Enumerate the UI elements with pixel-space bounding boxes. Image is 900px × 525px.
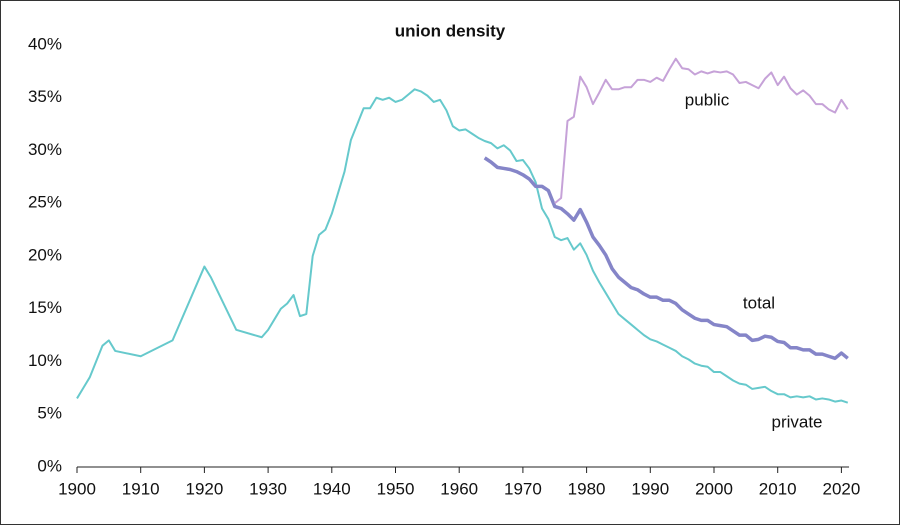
y-tick-label: 10% (28, 351, 62, 370)
series-label: total (743, 293, 775, 312)
y-tick-label: 40% (28, 34, 62, 53)
y-tick-label: 30% (28, 140, 62, 159)
x-tick-label: 1970 (504, 479, 542, 498)
series-label: private (771, 412, 822, 431)
x-tick-label: 1980 (568, 479, 606, 498)
x-tick-label: 2010 (759, 479, 797, 498)
line (76, 88, 849, 404)
x-tick-label: 1940 (313, 479, 351, 498)
y-tick-label: 20% (28, 245, 62, 264)
y-tick-label: 5% (37, 404, 62, 423)
x-tick-label: 2000 (695, 479, 733, 498)
y-tick-label: 15% (28, 298, 62, 317)
x-tick-label: 2020 (822, 479, 860, 498)
x-tick-label: 1990 (631, 479, 669, 498)
chart-title: union density (395, 21, 506, 40)
y-tick-label: 0% (37, 456, 62, 475)
x-tick-label: 1920 (185, 479, 223, 498)
x-tick-label: 1900 (58, 479, 96, 498)
line (483, 156, 849, 361)
y-tick-label: 25% (28, 193, 62, 212)
x-tick-label: 1960 (440, 479, 478, 498)
x-tick-label: 1930 (249, 479, 287, 498)
y-tick-label: 35% (28, 87, 62, 106)
series-label: public (685, 90, 730, 109)
line (554, 57, 849, 205)
x-tick-label: 1950 (377, 479, 415, 498)
x-tick-label: 1910 (122, 479, 160, 498)
